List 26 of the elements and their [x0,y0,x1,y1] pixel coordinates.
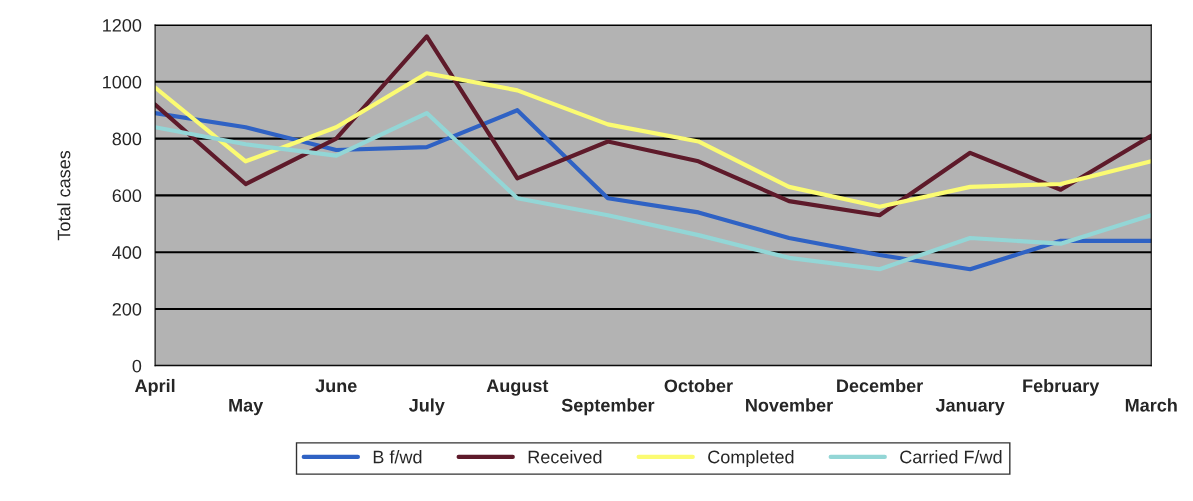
y-tick-label: 200 [112,302,142,316]
y-tick-label: 800 [112,132,142,146]
x-tick-label: July [408,398,445,416]
y-tick-label: 1200 [103,18,142,32]
x-tick-label: October [664,378,733,393]
legend-label: Carried F/wd [900,450,1002,464]
x-tick-label: May [229,399,264,416]
legend-label: B f/wd [373,450,422,464]
x-tick-label: April [134,378,175,396]
y-tick-label: 600 [112,189,142,203]
line-series [155,34,1152,218]
x-tick-label: March [1125,398,1177,412]
x-tick-label: December [837,378,923,393]
legend-label: Completed [708,450,794,467]
x-tick-label: November [746,398,833,412]
y-tick-label: 400 [112,246,142,259]
x-tick-label: September [561,398,655,416]
x-tick-label: February [1023,378,1100,396]
legend-label: Received [528,450,602,464]
x-tick-label: August [486,379,549,396]
line-series [155,71,1152,209]
y-axis-title: Total cases [57,150,71,241]
x-tick-label: January [935,399,1005,416]
x-tick-label: June [315,379,357,393]
y-tick-label: 0 [132,359,142,373]
y-tick-label: 1000 [103,75,142,89]
